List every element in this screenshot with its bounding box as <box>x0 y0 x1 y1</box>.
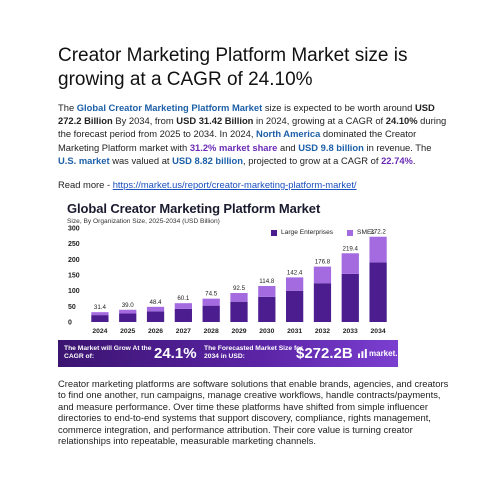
y-tick-label: 0 <box>68 320 72 327</box>
data-label: 92.5 <box>233 285 246 292</box>
data-label: 176.8 <box>315 259 331 266</box>
intro-strong: 24.10% <box>385 115 418 127</box>
data-label: 142.4 <box>287 269 303 276</box>
bar-large-enterprises <box>369 262 387 322</box>
legend-label: Large Enterprises <box>281 229 334 236</box>
bar-smes <box>369 236 387 263</box>
chart-title: Global Creator Marketing Platform Market <box>67 201 321 216</box>
intro-text: was valued at <box>109 154 173 166</box>
y-tick-label: 100 <box>68 288 80 295</box>
bar-smes <box>119 309 137 314</box>
bar-large-enterprises <box>341 273 359 322</box>
bar-large-enterprises <box>258 296 276 322</box>
article-headline: Creator Marketing Platform Market size i… <box>58 45 408 90</box>
read-more-link[interactable]: https://market.us/report/creator-marketi… <box>112 179 357 190</box>
bar-large-enterprises <box>119 313 137 322</box>
y-tick-label: 250 <box>68 241 80 248</box>
intro-text: during the forecast period from 2025 to … <box>58 115 447 140</box>
intro-text: By 2034, from <box>112 115 177 127</box>
article-outro: Creator marketing platforms are software… <box>58 378 449 447</box>
stacked-bar-chart: 0 50 100 150 200 250 300 31.4 2024 39.0 2025 48.4 20… <box>68 226 387 335</box>
cagr-label: The Market will Grow At the CAGR of: <box>64 345 152 360</box>
read-more-label: Read more - <box>58 179 113 190</box>
intro-strong: Global Creator Marketing Platform Market <box>76 102 263 113</box>
bar-smes <box>313 266 332 284</box>
data-label: 74.5 <box>205 291 218 298</box>
bar-smes <box>230 293 248 302</box>
intro-text: size is expected to be worth around <box>262 102 415 113</box>
market-us-logo-icon <box>358 349 367 358</box>
brand-logo: market.us <box>358 349 407 358</box>
bar-large-enterprises <box>91 315 109 322</box>
legend-item-large-enterprises: Large Enterprises <box>271 229 333 236</box>
intro-strong: USD 272.2 Billion <box>58 102 435 127</box>
legend-item-smes: SMEs <box>347 229 375 236</box>
intro-strong: 22.74% <box>381 154 413 166</box>
bar-large-enterprises <box>174 308 192 322</box>
data-label: 60.1 <box>177 295 190 302</box>
x-tick-label: 2029 <box>231 328 246 335</box>
intro-strong: 31.2% market share <box>189 141 278 153</box>
x-tick-label: 2024 <box>92 328 107 335</box>
x-tick-label: 2033 <box>343 328 358 335</box>
x-tick-label: 2025 <box>120 328 135 335</box>
intro-strong: USD 31.42 Billion <box>176 115 254 127</box>
bar-smes <box>202 298 220 306</box>
intro-text: . <box>412 154 416 166</box>
x-tick-label: 2032 <box>315 328 330 335</box>
intro-strong: USD 8.82 billion <box>172 154 243 166</box>
bar-smes <box>341 253 359 274</box>
bar-smes <box>91 312 109 316</box>
x-tick-label: 2028 <box>204 328 219 335</box>
market-chart-card: Global Creator Marketing Platform Market… <box>58 194 407 372</box>
bar-large-enterprises <box>146 311 165 322</box>
x-tick-label: 2030 <box>259 328 274 335</box>
chart-legend: Large Enterprises SMEs <box>271 229 375 236</box>
intro-text: dominated the Creator Marketing Platform… <box>58 128 417 153</box>
intro-text: The <box>58 102 77 113</box>
cagr-value: 24.1% <box>154 345 197 362</box>
y-tick-label: 300 <box>68 226 80 233</box>
forecast-label: The Forecasted Market Size for 2034 in U… <box>204 345 303 360</box>
data-label: 48.4 <box>150 299 163 306</box>
legend-label: SMEs <box>357 229 375 236</box>
x-tick-label: 2034 <box>371 328 386 335</box>
x-tick-label: 2027 <box>176 328 191 335</box>
brand-name: market.us <box>369 349 407 358</box>
bar-smes <box>174 303 192 309</box>
data-label: 31.4 <box>94 304 107 311</box>
bar-large-enterprises <box>313 283 332 322</box>
data-label: 272.2 <box>370 229 386 236</box>
y-tick-label: 150 <box>68 273 80 280</box>
summary-banner: The Market will Grow At the CAGR of: 24.… <box>58 340 407 367</box>
data-label: 39.0 <box>122 302 135 309</box>
x-tick-label: 2026 <box>148 328 163 335</box>
intro-strong: North America <box>256 128 321 140</box>
bar-large-enterprises <box>286 290 304 322</box>
intro-strong: U.S. market <box>58 154 110 166</box>
bar-smes <box>146 306 165 312</box>
bar-large-enterprises <box>202 305 220 322</box>
intro-text: , projected to grow at a CAGR of <box>243 154 382 166</box>
chart-subtitle: Size, By Organization Size, 2025-2034 (U… <box>67 218 220 225</box>
legend-swatch-sme <box>347 229 354 236</box>
data-label: 219.4 <box>343 245 359 252</box>
read-more: Read more - https://market.us/report/cre… <box>58 179 458 191</box>
bar-smes <box>258 286 276 297</box>
article-intro: The Global Creator Marketing Platform Ma… <box>58 101 448 167</box>
bar-smes <box>286 277 304 291</box>
forecast-value: $272.2B <box>296 345 353 362</box>
data-label: 114.8 <box>259 278 275 285</box>
bar-large-enterprises <box>230 301 248 322</box>
intro-text: and <box>277 141 299 153</box>
y-tick-label: 200 <box>68 257 80 264</box>
intro-strong: USD 9.8 billion <box>298 141 364 153</box>
x-tick-label: 2031 <box>287 328 302 335</box>
intro-text: in revenue. The <box>363 141 432 153</box>
y-tick-label: 50 <box>68 304 76 311</box>
legend-swatch-large <box>271 229 277 236</box>
intro-text: in 2024, growing at a CAGR of <box>253 115 386 127</box>
